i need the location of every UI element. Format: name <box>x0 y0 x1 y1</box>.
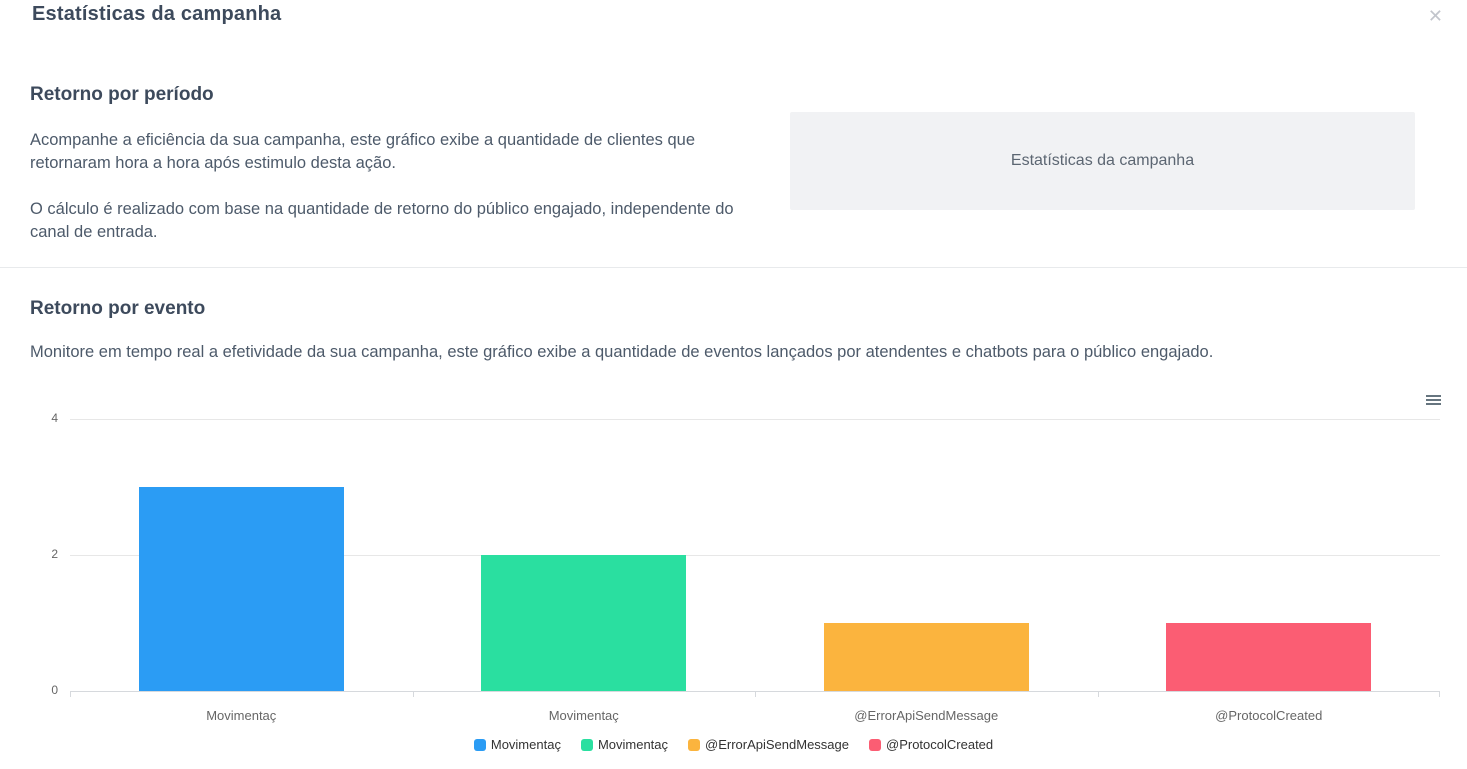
x-axis-tick <box>1097 691 1099 697</box>
section-divider <box>0 267 1467 268</box>
y-gridline <box>70 555 1440 556</box>
period-paragraph-2: O cálculo é realizado com base na quanti… <box>30 200 734 241</box>
y-gridline <box>70 419 1440 420</box>
x-axis-tick <box>412 691 414 697</box>
legend-label: Movimentaç <box>597 737 669 752</box>
x-axis-tick <box>755 691 756 697</box>
y-axis-tick-label: 4 <box>51 411 58 425</box>
legend-item-@ErrorApiSendMessage[interactable]: @ErrorApiSendMessage <box>688 737 849 752</box>
legend-label: Movimentaç <box>490 737 561 752</box>
close-icon[interactable]: ✕ <box>1427 6 1443 26</box>
legend-item-@ProtocolCreated[interactable]: @ProtocolCreated <box>869 737 993 752</box>
x-axis-category-label: Movimentaç <box>548 708 619 723</box>
chart-legend: Movimentaç Movimentaç @ErrorApiSendMessage… <box>0 737 1467 752</box>
bar-Movimentaç[interactable] <box>481 555 687 691</box>
event-bar-chart: Movimentaç Movimentaç @ErrorApiSendMessage… <box>0 380 1467 769</box>
legend-swatch-icon <box>869 738 881 751</box>
bar-@ProtocolCreated[interactable] <box>1166 623 1372 691</box>
x-axis-tick <box>70 691 71 697</box>
legend-label: @ProtocolCreated <box>886 737 994 752</box>
x-axis-category-label: Movimentaç <box>206 708 277 723</box>
modal-title: Estatísticas da campanha <box>32 3 282 25</box>
period-section-heading: Retorno por período <box>30 84 214 105</box>
x-axis-tick <box>1439 691 1440 697</box>
legend-item-Movimentaç[interactable]: Movimentaç <box>580 737 669 752</box>
y-axis-tick-label: 0 <box>51 683 58 697</box>
x-axis-category-label: @ProtocolCreated <box>1215 708 1323 723</box>
period-paragraph-1: Acompanhe a eficiência da sua campanha, … <box>30 131 696 172</box>
y-axis-tick-label: 2 <box>51 547 58 561</box>
period-chart-placeholder-label: Estatísticas da campanha <box>1010 152 1195 169</box>
legend-label: @ErrorApiSendMessage <box>705 737 849 752</box>
legend-swatch-icon <box>688 738 701 751</box>
x-axis-category-label: @ErrorApiSendMessage <box>854 708 999 723</box>
period-chart-placeholder: Estatísticas da campanha <box>790 112 1415 210</box>
event-section-heading: Retorno por evento <box>30 298 206 319</box>
legend-swatch-icon <box>473 738 486 751</box>
event-paragraph: Monitore em tempo real a efetividade da … <box>30 343 1214 361</box>
bar-@ErrorApiSendMessage[interactable] <box>823 623 1029 691</box>
legend-swatch-icon <box>580 738 593 751</box>
legend-item-Movimentaç[interactable]: Movimentaç <box>473 737 561 752</box>
bar-Movimentaç[interactable] <box>138 487 344 691</box>
chart-context-menu-icon[interactable] <box>1423 392 1443 408</box>
